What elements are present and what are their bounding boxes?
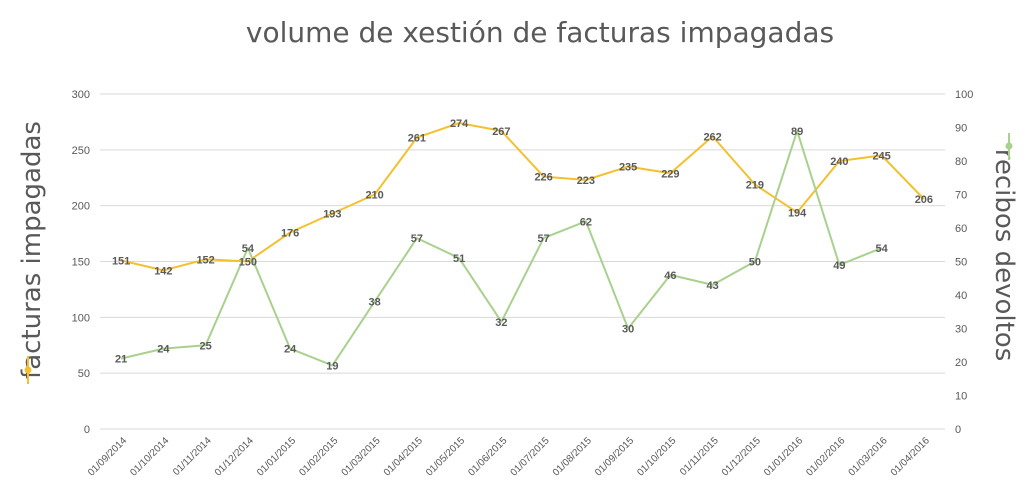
x-tick-label: 01/05/2015 (424, 435, 467, 478)
x-tick-label: 01/06/2015 (466, 435, 509, 478)
left-axis-ticks: 0 50 100 150 200 250 300 (72, 89, 90, 436)
x-tick-label: 01/09/2015 (593, 435, 636, 478)
data-label: 240 (830, 156, 848, 168)
series-lines (120, 122, 925, 367)
right-axis-ticks: 0 10 20 30 40 50 60 70 80 90 100 (955, 89, 973, 436)
data-label: 176 (281, 227, 299, 239)
data-label: 54 (876, 243, 889, 255)
data-label: 25 (200, 340, 212, 352)
chart-title: volume de xestión de facturas impagadas (246, 16, 834, 49)
right-axis-title-text: recibos devoltos (989, 149, 1019, 362)
data-label: 51 (453, 253, 465, 265)
x-tick-label: 01/12/2015 (720, 435, 763, 478)
data-label: 57 (411, 233, 423, 245)
x-tick-label: 01/09/2014 (86, 435, 129, 478)
data-label: 262 (703, 131, 721, 143)
recibos-devoltos-line (120, 129, 882, 367)
left-axis-title-text: facturas impagadas (17, 121, 47, 379)
right-tick-label: 70 (955, 190, 967, 202)
data-label: 46 (664, 270, 676, 282)
left-axis-legend-marker (24, 366, 32, 374)
data-label: 206 (915, 194, 933, 206)
right-axis-legend-marker (1005, 142, 1013, 150)
data-label: 245 (872, 150, 890, 162)
data-label: 19 (326, 360, 338, 372)
facturas-impagadas-line (120, 122, 925, 272)
x-tick-label: 01/08/2015 (551, 435, 594, 478)
x-tick-label: 01/01/2016 (762, 435, 805, 478)
data-label: 32 (495, 317, 507, 329)
right-tick-label: 80 (955, 156, 967, 168)
right-axis-title: recibos devoltos (989, 133, 1019, 361)
x-tick-label: 01/03/2015 (340, 435, 383, 478)
gridlines (100, 93, 945, 430)
data-label: 235 (619, 162, 637, 174)
x-tick-label: 01/07/2015 (509, 435, 552, 478)
data-label: 49 (833, 260, 845, 272)
data-label: 62 (580, 216, 592, 228)
left-tick-label: 100 (72, 312, 90, 324)
data-label: 223 (577, 175, 595, 187)
x-tick-label: 01/04/2016 (889, 435, 932, 478)
right-tick-label: 50 (955, 257, 967, 269)
x-axis-ticks: 01/09/2014 01/10/2014 01/11/2014 01/12/2014… (86, 435, 932, 478)
left-tick-label: 0 (84, 424, 90, 436)
data-label: 152 (196, 254, 214, 266)
left-tick-label: 250 (72, 145, 90, 157)
x-tick-label: 01/10/2014 (128, 435, 171, 478)
data-label: 229 (661, 168, 679, 180)
data-label: 150 (239, 257, 257, 269)
x-tick-label: 01/04/2015 (382, 435, 425, 478)
right-tick-label: 20 (955, 357, 967, 369)
right-tick-label: 10 (955, 391, 967, 403)
data-label: 24 (284, 344, 297, 356)
data-label: 50 (749, 257, 761, 269)
x-tick-label: 01/11/2015 (678, 435, 721, 478)
right-tick-label: 30 (955, 324, 967, 336)
right-tick-label: 40 (955, 290, 967, 302)
data-label: 219 (746, 179, 764, 191)
data-label: 226 (534, 172, 552, 184)
data-label: 193 (323, 208, 341, 220)
data-label: 57 (538, 233, 550, 245)
left-tick-label: 150 (72, 257, 90, 269)
right-tick-label: 0 (955, 424, 961, 436)
x-tick-label: 01/02/2016 (804, 435, 847, 478)
x-tick-label: 01/11/2014 (171, 435, 214, 478)
x-tick-label: 01/01/2015 (255, 435, 298, 478)
data-label: 89 (791, 126, 803, 138)
data-label: 43 (707, 280, 719, 292)
data-label: 267 (492, 126, 510, 138)
data-label: 210 (365, 190, 383, 202)
left-axis-title: facturas impagadas (17, 121, 47, 384)
data-label: 274 (450, 118, 469, 130)
data-label: 142 (154, 265, 172, 277)
x-tick-label: 01/12/2014 (213, 435, 256, 478)
right-tick-label: 100 (955, 89, 973, 101)
data-label: 21 (115, 354, 127, 366)
x-tick-label: 01/10/2015 (635, 435, 678, 478)
left-tick-label: 300 (72, 89, 90, 101)
right-tick-label: 60 (955, 223, 967, 235)
data-label: 194 (788, 207, 807, 219)
data-label: 54 (242, 243, 255, 255)
data-label: 261 (408, 133, 426, 145)
data-label: 151 (112, 255, 130, 267)
left-tick-label: 50 (78, 368, 90, 380)
data-labels: 151 142 152 150 176 193 210 261 274 267 226 223 235 2… (112, 118, 933, 372)
right-tick-label: 90 (955, 123, 967, 135)
x-tick-label: 01/02/2015 (297, 435, 340, 478)
x-tick-label: 01/03/2016 (847, 435, 890, 478)
data-label: 24 (157, 344, 170, 356)
data-label: 30 (622, 324, 634, 336)
left-tick-label: 200 (72, 201, 90, 213)
data-label: 38 (369, 297, 381, 309)
